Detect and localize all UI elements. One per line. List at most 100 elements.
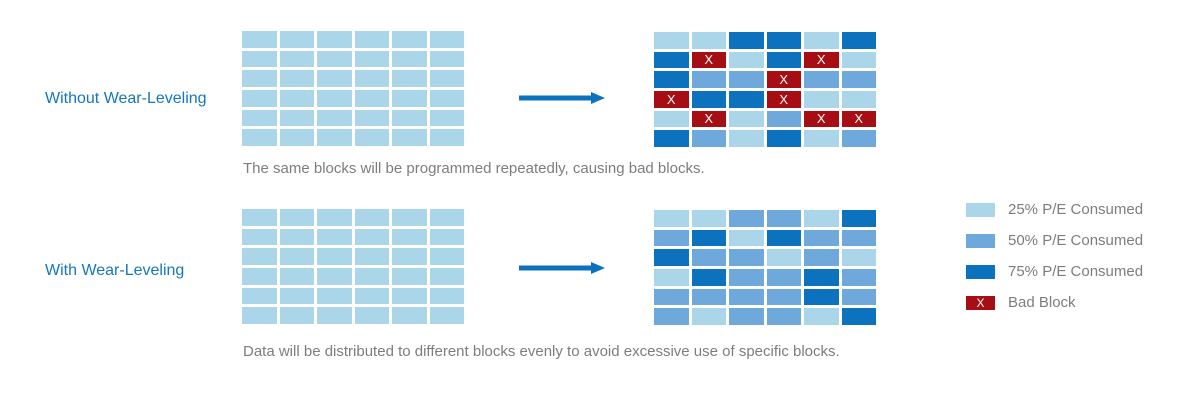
block-cell <box>841 130 876 147</box>
block-cell <box>392 267 427 285</box>
block-cell <box>654 32 689 49</box>
block-cell <box>279 31 314 48</box>
bad-block-cell: X <box>654 90 689 108</box>
block-cell <box>354 209 389 226</box>
block-cell <box>691 308 726 325</box>
block-cell <box>841 288 876 306</box>
block-cell <box>841 210 876 227</box>
block-cell <box>317 248 352 265</box>
bad-block-cell: X <box>691 110 726 128</box>
row-label-with-wear-leveling: With Wear-Leveling <box>45 262 185 279</box>
bad-block-cell: X <box>804 110 839 128</box>
block-cell <box>804 32 839 49</box>
before-grid-without-wear-leveling <box>242 31 464 146</box>
block-cell <box>279 287 314 305</box>
block-cell <box>766 288 801 306</box>
block-cell <box>242 50 277 68</box>
block-cell <box>354 248 389 265</box>
legend-swatch-75-pe <box>966 264 995 279</box>
block-cell <box>354 267 389 285</box>
block-cell <box>429 70 464 87</box>
block-cell <box>729 308 764 325</box>
legend-label: Bad Block <box>1008 294 1076 311</box>
block-cell <box>766 268 801 286</box>
block-cell <box>354 228 389 246</box>
block-cell <box>279 50 314 68</box>
block-cell <box>654 130 689 147</box>
caption-without-wear-leveling: The same blocks will be programmed repea… <box>243 160 705 177</box>
block-cell <box>392 50 427 68</box>
block-cell <box>279 89 314 107</box>
legend-item-75-pe: 75% P/E Consumed <box>966 263 1143 280</box>
block-cell <box>804 288 839 306</box>
legend-item-50-pe: 50% P/E Consumed <box>966 232 1144 249</box>
block-cell <box>804 268 839 286</box>
block-cell <box>691 288 726 306</box>
block-cell <box>429 50 464 68</box>
block-cell <box>729 210 764 227</box>
block-cell <box>691 90 726 108</box>
block-cell <box>279 129 314 146</box>
block-cell <box>242 267 277 285</box>
block-cell <box>654 210 689 227</box>
block-cell <box>766 130 801 147</box>
legend-item-bad-block: X Bad Block <box>966 294 1143 311</box>
block-cell <box>429 129 464 146</box>
block-cell <box>766 249 801 266</box>
block-cell <box>804 90 839 108</box>
block-cell <box>392 307 427 324</box>
block-cell <box>729 51 764 69</box>
block-cell <box>242 248 277 265</box>
block-cell <box>317 307 352 324</box>
block-cell <box>841 249 876 266</box>
block-cell <box>429 267 464 285</box>
block-cell <box>317 129 352 146</box>
block-cell <box>429 109 464 127</box>
block-cell <box>429 209 464 226</box>
block-cell <box>242 109 277 127</box>
block-cell <box>804 308 839 325</box>
block-cell <box>317 228 352 246</box>
block-cell <box>841 268 876 286</box>
block-cell <box>841 308 876 325</box>
block-cell <box>429 287 464 305</box>
block-cell <box>654 51 689 69</box>
block-cell <box>691 229 726 247</box>
block-cell <box>354 109 389 127</box>
block-cell <box>841 229 876 247</box>
legend-label: 50% P/E Consumed <box>1008 232 1144 249</box>
block-cell <box>317 70 352 87</box>
block-cell <box>654 229 689 247</box>
bad-block-cell: X <box>766 90 801 108</box>
block-cell <box>392 209 427 226</box>
block-cell <box>841 71 876 88</box>
block-cell <box>654 288 689 306</box>
block-cell <box>729 288 764 306</box>
block-cell <box>392 70 427 87</box>
block-cell <box>691 32 726 49</box>
bad-block-cell: X <box>691 51 726 69</box>
bad-block-cell: X <box>841 110 876 128</box>
row-label-without-wear-leveling: Without Wear-Leveling <box>45 90 207 107</box>
block-cell <box>729 249 764 266</box>
block-cell <box>429 307 464 324</box>
block-cell <box>317 50 352 68</box>
block-cell <box>766 32 801 49</box>
bad-block-cell: X <box>766 71 801 88</box>
block-cell <box>279 267 314 285</box>
block-cell <box>729 130 764 147</box>
block-cell <box>804 71 839 88</box>
block-cell <box>691 268 726 286</box>
block-cell <box>354 307 389 324</box>
arrow-icon <box>519 262 605 274</box>
block-cell <box>691 210 726 227</box>
block-cell <box>691 249 726 266</box>
block-cell <box>279 70 314 87</box>
block-cell <box>242 129 277 146</box>
block-cell <box>766 308 801 325</box>
before-grid-with-wear-leveling <box>242 209 464 324</box>
block-cell <box>766 210 801 227</box>
block-cell <box>766 110 801 128</box>
block-cell <box>242 228 277 246</box>
